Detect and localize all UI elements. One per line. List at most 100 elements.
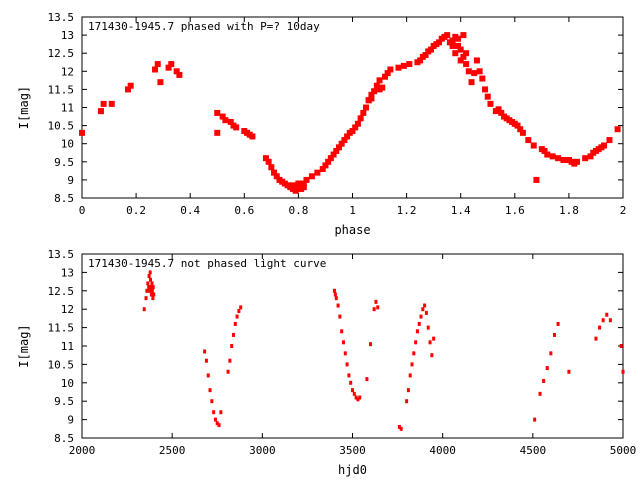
data-point (430, 353, 434, 358)
data-point (148, 270, 152, 275)
data-point (354, 395, 358, 400)
data-point (525, 137, 532, 144)
data-point (340, 329, 344, 334)
data-point (334, 296, 338, 301)
data-point (148, 288, 152, 293)
data-point (424, 310, 428, 315)
data-point (333, 292, 337, 297)
data-point (127, 82, 134, 89)
data-point (408, 373, 412, 378)
data-point (208, 388, 212, 393)
x-tick-label: 4500 (520, 444, 547, 457)
data-point (495, 106, 502, 113)
data-point (150, 288, 154, 293)
data-point (214, 109, 221, 116)
data-point (463, 61, 470, 68)
y-tick-label: 9 (67, 414, 74, 427)
data-point (555, 155, 562, 162)
data-point (149, 285, 153, 290)
data-point (147, 274, 151, 279)
data-point (265, 158, 272, 165)
data-point (405, 399, 409, 404)
data-point (347, 373, 351, 378)
data-point (560, 156, 567, 163)
data-point (454, 42, 461, 49)
data-point (463, 50, 470, 57)
data-point (300, 184, 307, 191)
y-tick-label: 10.5 (48, 120, 75, 133)
data-point (239, 305, 243, 310)
x-tick-label: 0.2 (126, 204, 146, 217)
data-point (333, 147, 340, 154)
data-point (544, 151, 551, 158)
data-point (108, 100, 115, 107)
x-tick-label: 2 (620, 204, 627, 217)
y-tick-label: 9.5 (54, 156, 74, 169)
data-point (338, 314, 342, 319)
y-tick-label: 12 (61, 303, 74, 316)
data-point (614, 126, 621, 133)
data-point (235, 314, 239, 319)
x-tick-label: 1.8 (559, 204, 579, 217)
x-tick-label: 1.4 (451, 204, 471, 217)
data-point (454, 35, 461, 42)
data-point (452, 50, 459, 57)
data-point (217, 423, 221, 428)
data-point (605, 312, 609, 317)
data-point (601, 318, 605, 323)
data-point (349, 128, 356, 135)
data-point (142, 307, 146, 312)
data-point (545, 366, 549, 371)
y-tick-label: 9 (67, 174, 74, 187)
data-point (149, 277, 153, 282)
data-point (345, 362, 349, 367)
data-point (601, 142, 608, 149)
x-tick-label: 0.4 (180, 204, 200, 217)
y-tick-label: 12.5 (48, 285, 75, 298)
data-point (574, 158, 581, 165)
data-point (552, 332, 556, 337)
data-point (379, 84, 386, 91)
y-tick-label: 9.5 (54, 395, 74, 408)
x-tick-label: 0.8 (288, 204, 308, 217)
data-point (357, 115, 364, 122)
data-point (144, 296, 148, 301)
data-point (210, 399, 214, 404)
data-point (219, 113, 226, 120)
data-point (468, 79, 475, 86)
x-tick-label: 5000 (610, 444, 637, 457)
data-point (351, 388, 354, 393)
data-point (341, 340, 345, 345)
data-point (471, 70, 478, 77)
y-tick-label: 13 (61, 266, 74, 279)
x-tick-label: 2500 (159, 444, 186, 457)
y-axis-label: I[mag] (17, 324, 31, 367)
data-point (514, 122, 521, 129)
data-point (332, 288, 336, 293)
y-tick-label: 11 (61, 102, 74, 115)
data-point (360, 109, 367, 116)
y-tick-label: 13 (61, 29, 74, 42)
data-point (152, 66, 159, 73)
data-point (249, 133, 256, 140)
data-point (308, 173, 315, 180)
x-tick-label: 0 (79, 204, 86, 217)
data-point (421, 307, 425, 312)
data-point (482, 86, 489, 93)
data-point (203, 349, 207, 354)
data-point (541, 147, 548, 154)
chart-title: 171430-1945.7 not phased light curve (88, 257, 326, 270)
data-point (426, 325, 430, 330)
data-point (530, 142, 537, 149)
data-point (457, 46, 464, 53)
data-point (230, 344, 234, 348)
data-point (399, 426, 403, 431)
x-tick-label: 1.2 (397, 204, 417, 217)
data-point (151, 285, 155, 290)
data-point (517, 126, 524, 133)
y-tick-label: 11.5 (48, 83, 75, 96)
data-point (327, 155, 334, 162)
data-point (406, 61, 413, 68)
data-point (395, 64, 402, 71)
